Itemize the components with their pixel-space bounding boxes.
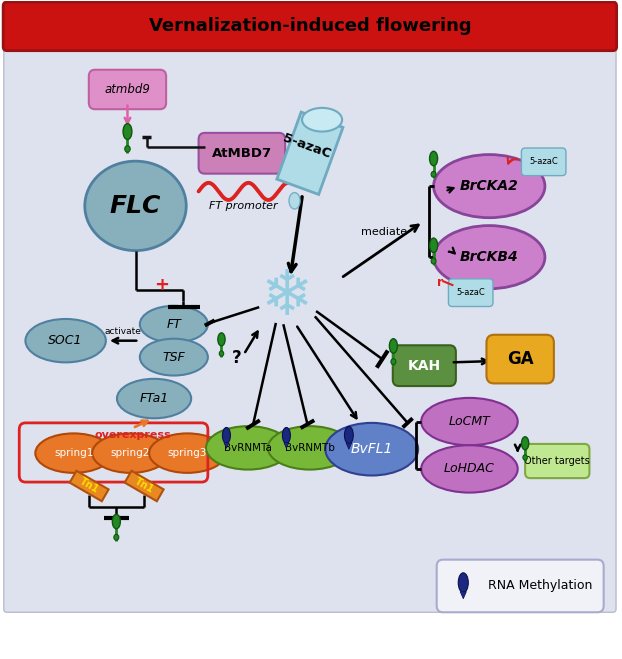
Ellipse shape — [325, 423, 418, 476]
Text: BrCKA2: BrCKA2 — [460, 179, 519, 193]
Text: Vernalization-induced flowering: Vernalization-induced flowering — [149, 17, 471, 36]
Ellipse shape — [117, 379, 191, 418]
Ellipse shape — [289, 192, 300, 209]
Text: 5-azaC: 5-azaC — [281, 132, 333, 161]
Text: SOC1: SOC1 — [49, 334, 83, 347]
Text: Tn1: Tn1 — [132, 476, 156, 496]
Text: ❄: ❄ — [260, 268, 313, 328]
Ellipse shape — [35, 434, 112, 473]
Polygon shape — [224, 443, 229, 448]
Ellipse shape — [123, 124, 132, 140]
Text: atmbd9: atmbd9 — [104, 83, 151, 96]
Text: spring3: spring3 — [168, 448, 207, 458]
FancyBboxPatch shape — [4, 47, 616, 612]
Ellipse shape — [430, 238, 438, 252]
Ellipse shape — [434, 155, 545, 217]
Polygon shape — [277, 112, 343, 194]
Ellipse shape — [85, 161, 186, 250]
Text: overexpress: overexpress — [94, 430, 170, 440]
Text: activate: activate — [104, 327, 142, 336]
Ellipse shape — [125, 146, 130, 152]
Ellipse shape — [458, 573, 468, 592]
Text: TSF: TSF — [162, 351, 185, 364]
FancyBboxPatch shape — [525, 444, 590, 478]
Ellipse shape — [113, 514, 121, 529]
Ellipse shape — [114, 534, 119, 540]
Text: LoCMT: LoCMT — [448, 415, 490, 428]
Ellipse shape — [523, 455, 527, 460]
Ellipse shape — [140, 306, 208, 343]
Text: GA: GA — [507, 350, 534, 368]
Ellipse shape — [391, 358, 396, 364]
FancyBboxPatch shape — [89, 70, 166, 109]
FancyBboxPatch shape — [521, 148, 566, 175]
Ellipse shape — [92, 434, 169, 473]
Text: FT promoter: FT promoter — [210, 201, 278, 211]
Text: RNA Methylation: RNA Methylation — [488, 579, 592, 592]
FancyBboxPatch shape — [392, 345, 456, 386]
Ellipse shape — [421, 445, 518, 492]
Ellipse shape — [421, 398, 518, 445]
Text: spring1: spring1 — [54, 448, 93, 458]
Text: 5-azaC: 5-azaC — [529, 158, 558, 166]
FancyBboxPatch shape — [486, 335, 554, 384]
FancyBboxPatch shape — [3, 2, 616, 51]
Ellipse shape — [219, 351, 224, 357]
Text: FT: FT — [167, 318, 181, 331]
Text: LoHDAC: LoHDAC — [444, 463, 495, 475]
Text: mediate: mediate — [361, 227, 407, 237]
Text: AtMBD7: AtMBD7 — [212, 147, 272, 159]
Ellipse shape — [223, 428, 230, 444]
FancyBboxPatch shape — [448, 279, 493, 306]
Text: Other targets: Other targets — [524, 456, 590, 466]
Ellipse shape — [206, 426, 290, 470]
Text: BvRNMTa: BvRNMTa — [224, 443, 272, 453]
Text: BrCKB4: BrCKB4 — [460, 250, 519, 264]
Ellipse shape — [26, 319, 106, 362]
Text: 5-azaC: 5-azaC — [457, 288, 485, 297]
Text: FTa1: FTa1 — [139, 392, 169, 405]
Ellipse shape — [434, 225, 545, 289]
Ellipse shape — [149, 434, 226, 473]
Polygon shape — [346, 443, 351, 449]
Polygon shape — [460, 592, 466, 599]
Text: ?: ? — [232, 349, 242, 367]
Ellipse shape — [218, 333, 225, 346]
Polygon shape — [124, 471, 164, 501]
Text: +: + — [154, 275, 169, 294]
Ellipse shape — [268, 426, 352, 470]
Ellipse shape — [302, 108, 342, 132]
Ellipse shape — [282, 428, 290, 444]
Polygon shape — [70, 471, 109, 501]
Text: BvRNMTb: BvRNMTb — [285, 443, 335, 453]
Ellipse shape — [431, 258, 436, 264]
Ellipse shape — [140, 339, 208, 376]
Ellipse shape — [431, 171, 436, 177]
Text: FLC: FLC — [110, 194, 161, 218]
FancyBboxPatch shape — [437, 559, 604, 612]
Polygon shape — [284, 443, 289, 448]
Text: spring2: spring2 — [111, 448, 151, 458]
Ellipse shape — [521, 437, 529, 450]
Ellipse shape — [389, 339, 397, 353]
Text: KAH: KAH — [408, 358, 441, 373]
Text: r: r — [437, 275, 443, 289]
Text: BvFL1: BvFL1 — [351, 442, 393, 456]
Text: Tn1: Tn1 — [78, 476, 101, 496]
Ellipse shape — [345, 426, 353, 444]
FancyBboxPatch shape — [198, 133, 285, 173]
Ellipse shape — [430, 152, 438, 166]
